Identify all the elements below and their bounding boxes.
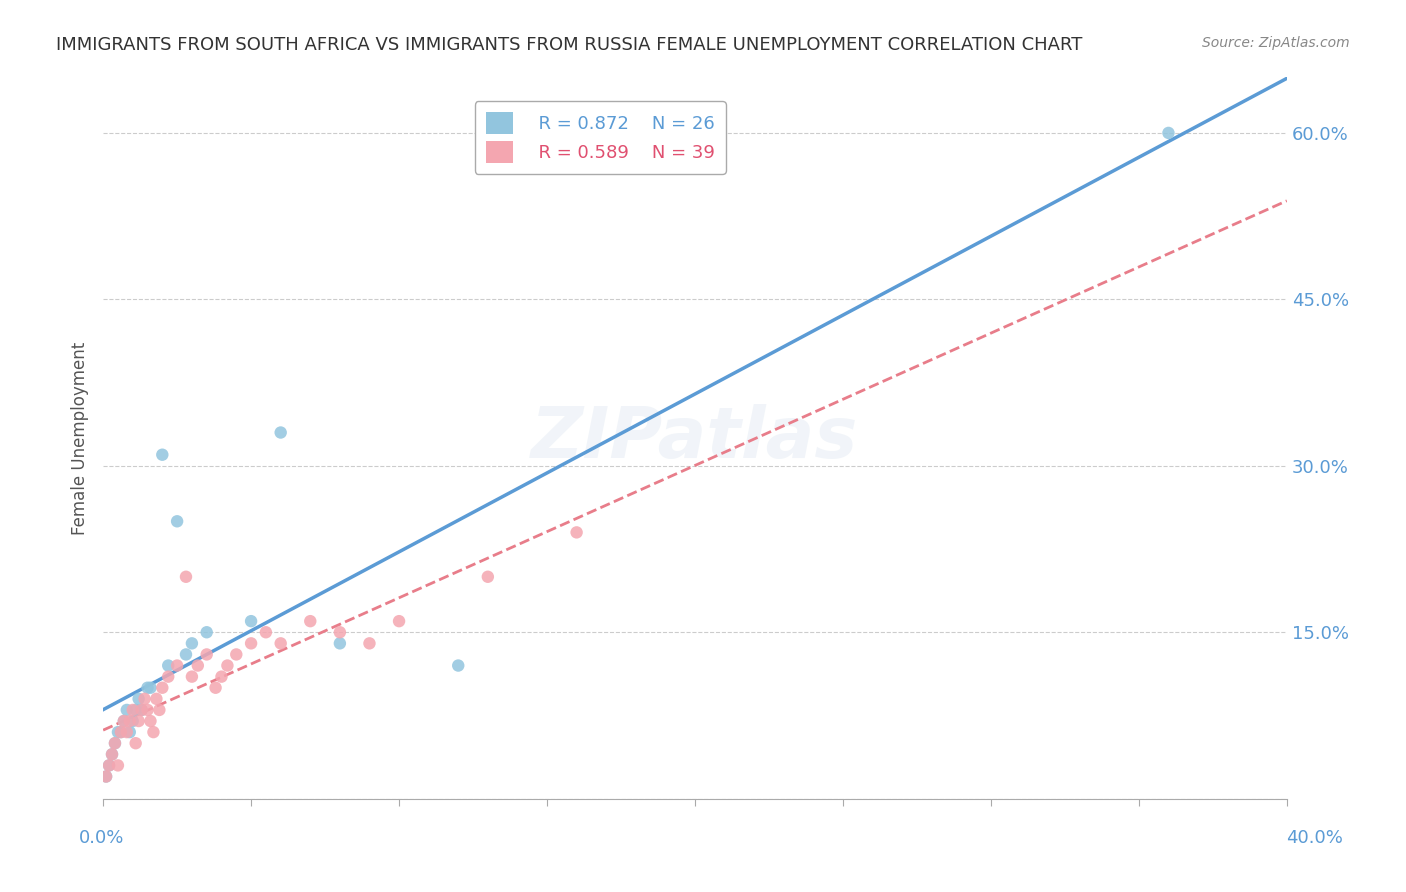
- Point: [110, 725, 132, 739]
- Point: [104, 736, 127, 750]
- Point: [98, 758, 121, 772]
- Point: [447, 658, 470, 673]
- Point: [131, 703, 153, 717]
- Legend:   R = 0.872    N = 26,   R = 0.589    N = 39: R = 0.872 N = 26, R = 0.589 N = 39: [475, 101, 725, 174]
- Point: [128, 714, 150, 728]
- Point: [139, 714, 162, 728]
- Point: [134, 691, 156, 706]
- Point: [359, 636, 381, 650]
- Text: 0.0%: 0.0%: [79, 830, 124, 847]
- Point: [136, 681, 159, 695]
- Point: [131, 703, 153, 717]
- Point: [150, 448, 173, 462]
- Point: [477, 570, 499, 584]
- Point: [254, 625, 277, 640]
- Point: [166, 514, 188, 528]
- Point: [240, 614, 263, 628]
- Point: [128, 691, 150, 706]
- Point: [107, 725, 129, 739]
- Point: [110, 725, 132, 739]
- Point: [329, 625, 352, 640]
- Point: [187, 658, 209, 673]
- Text: 40.0%: 40.0%: [1286, 830, 1343, 847]
- Text: IMMIGRANTS FROM SOUTH AFRICA VS IMMIGRANTS FROM RUSSIA FEMALE UNEMPLOYMENT CORRE: IMMIGRANTS FROM SOUTH AFRICA VS IMMIGRAN…: [56, 36, 1083, 54]
- Point: [101, 747, 124, 762]
- Point: [112, 714, 135, 728]
- Point: [157, 670, 180, 684]
- Point: [150, 681, 173, 695]
- Point: [125, 736, 148, 750]
- Point: [115, 725, 138, 739]
- Point: [270, 425, 292, 440]
- Point: [565, 525, 588, 540]
- Point: [101, 747, 124, 762]
- Point: [145, 691, 167, 706]
- Point: [195, 625, 218, 640]
- Point: [121, 703, 143, 717]
- Text: Source: ZipAtlas.com: Source: ZipAtlas.com: [1202, 36, 1350, 50]
- Point: [174, 570, 197, 584]
- Point: [195, 648, 218, 662]
- Point: [270, 636, 292, 650]
- Point: [107, 758, 129, 772]
- Point: [125, 703, 148, 717]
- Text: ZIPatlas: ZIPatlas: [531, 403, 859, 473]
- Point: [148, 703, 170, 717]
- Point: [139, 681, 162, 695]
- Y-axis label: Female Unemployment: Female Unemployment: [72, 342, 89, 534]
- Point: [180, 636, 202, 650]
- Point: [166, 658, 188, 673]
- Point: [104, 736, 127, 750]
- Point: [121, 714, 143, 728]
- Point: [142, 725, 165, 739]
- Point: [118, 714, 141, 728]
- Point: [225, 648, 247, 662]
- Point: [157, 658, 180, 673]
- Point: [98, 758, 121, 772]
- Point: [299, 614, 322, 628]
- Point: [112, 714, 135, 728]
- Point: [180, 670, 202, 684]
- Point: [211, 670, 233, 684]
- Point: [136, 703, 159, 717]
- Point: [388, 614, 411, 628]
- Point: [1157, 126, 1180, 140]
- Point: [329, 636, 352, 650]
- Point: [174, 648, 197, 662]
- Point: [94, 770, 117, 784]
- Point: [240, 636, 263, 650]
- Point: [115, 703, 138, 717]
- Point: [204, 681, 226, 695]
- Point: [118, 725, 141, 739]
- Point: [217, 658, 239, 673]
- Point: [94, 770, 117, 784]
